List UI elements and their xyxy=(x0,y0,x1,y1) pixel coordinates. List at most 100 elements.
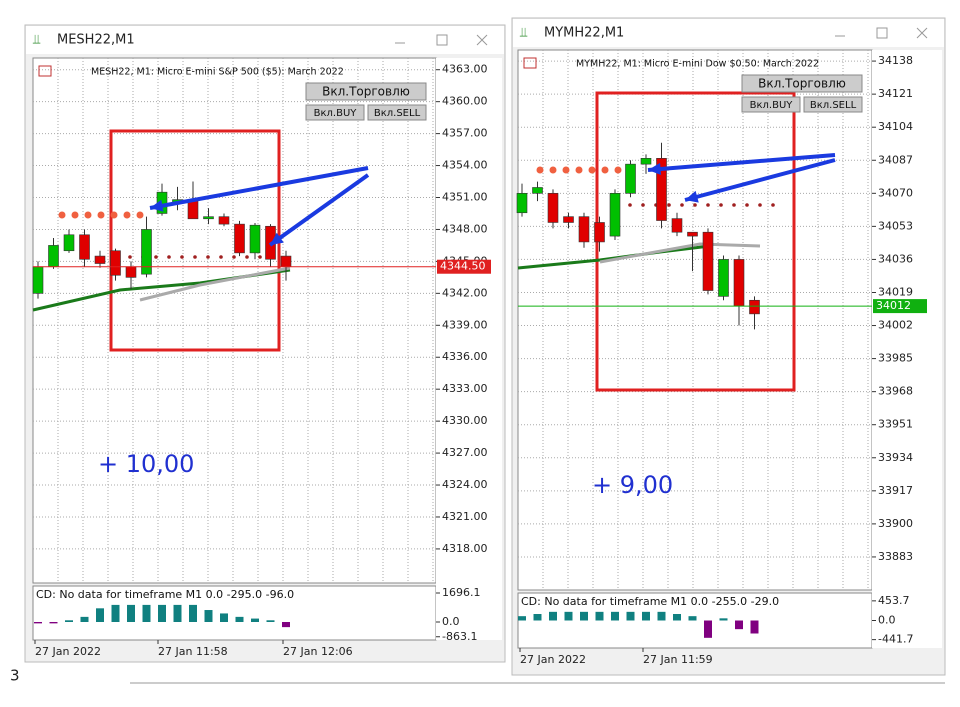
candle-body xyxy=(63,234,75,252)
y-tick-label: 33985 xyxy=(878,352,913,365)
level-dot xyxy=(232,255,236,259)
indicator-bar xyxy=(518,616,526,621)
indicator-bar xyxy=(220,613,228,622)
time-label: 27 Jan 2022 xyxy=(35,645,101,658)
level-dot xyxy=(667,203,671,207)
indicator-bar xyxy=(49,621,58,624)
y-tick-label: 4318.00 xyxy=(442,542,488,555)
plot-area xyxy=(32,57,437,584)
order-button[interactable] xyxy=(367,104,427,121)
y-tick-label: 33883 xyxy=(878,550,913,563)
y-tick-label: 4330.00 xyxy=(442,414,488,427)
trade-button[interactable] xyxy=(741,74,863,93)
candle-body xyxy=(141,229,152,275)
indicator-bar xyxy=(282,621,290,628)
time-label: 27 Jan 2022 xyxy=(520,653,586,666)
indicator-tick-label: 0.0 xyxy=(442,615,460,628)
level-dot xyxy=(536,166,544,174)
candle-body xyxy=(94,255,106,264)
y-tick-label: 34002 xyxy=(878,319,913,332)
level-dot xyxy=(84,211,92,219)
close-button[interactable] xyxy=(476,34,488,46)
y-tick-label: 4336.00 xyxy=(442,350,488,363)
level-dot xyxy=(628,203,632,207)
order-button[interactable] xyxy=(305,104,365,121)
level-dot xyxy=(58,211,66,219)
candle-body xyxy=(234,223,245,254)
candle-body xyxy=(203,216,214,220)
title-bar xyxy=(26,26,504,54)
y-tick-label: 33968 xyxy=(878,385,913,398)
indicator-bar xyxy=(266,620,275,622)
level-dot xyxy=(614,166,622,174)
indicator-bar xyxy=(719,618,728,621)
y-tick-label: 34036 xyxy=(878,252,913,265)
moving-average xyxy=(599,242,761,264)
indicator-bar xyxy=(204,610,213,622)
y-tick-label: 34087 xyxy=(878,153,913,166)
current-price-label: 4344.50 xyxy=(440,260,486,273)
window-icon: ⫫ xyxy=(520,26,527,41)
level-dot xyxy=(245,255,249,259)
y-tick-label: 34019 xyxy=(878,285,913,298)
level-dot xyxy=(719,203,723,207)
candle-body xyxy=(110,250,121,276)
level-dot xyxy=(745,203,749,207)
arrow xyxy=(647,153,836,172)
window-title: MESH22,M1 xyxy=(57,33,135,48)
indicator-bar xyxy=(158,604,166,622)
level-dot xyxy=(549,166,557,174)
plot-area xyxy=(517,49,873,591)
close-button[interactable] xyxy=(916,27,928,39)
level-dot xyxy=(136,211,144,219)
current-price-box xyxy=(437,259,491,274)
page-number: 3 xyxy=(10,667,20,685)
indicator-bar xyxy=(626,611,635,621)
order-button-label: Вкл.SELL xyxy=(374,108,421,119)
level-dot xyxy=(123,211,131,219)
trade-button[interactable] xyxy=(305,82,427,101)
label-icon xyxy=(38,65,52,77)
indicator-bar xyxy=(580,611,588,621)
y-tick-label: 4348.00 xyxy=(442,222,488,235)
arrow-head xyxy=(150,199,164,212)
indicator-tick-label: 453.7 xyxy=(878,594,910,607)
indicator-bar xyxy=(673,614,681,621)
candle-body xyxy=(625,163,636,194)
level-dot xyxy=(693,203,697,207)
maximize-button[interactable] xyxy=(876,27,888,39)
indicator-bar xyxy=(657,611,666,621)
title-bar xyxy=(513,19,944,47)
level-dot xyxy=(219,255,223,259)
level-dot xyxy=(706,203,710,207)
level-dot xyxy=(154,255,158,259)
candle-body xyxy=(671,218,683,233)
y-tick-label: 4351.00 xyxy=(442,191,488,204)
level-dot xyxy=(193,255,197,259)
arrow xyxy=(268,173,370,247)
profit-annotation: + 9,00 xyxy=(592,471,673,499)
indicator-bar xyxy=(564,611,573,621)
y-tick-label: 33900 xyxy=(878,517,913,530)
y-tick-label: 4354.00 xyxy=(442,159,488,172)
order-button[interactable] xyxy=(741,96,801,113)
level-dot xyxy=(771,203,775,207)
window-icon: ⫫ xyxy=(33,33,40,48)
level-dot xyxy=(180,255,184,259)
indicator-bar xyxy=(96,608,104,622)
maximize-button[interactable] xyxy=(436,34,448,46)
order-button[interactable] xyxy=(803,96,863,113)
time-label: 27 Jan 12:06 xyxy=(283,645,353,658)
indicator-tick-label: 1696.1 xyxy=(442,586,481,599)
candle-body xyxy=(563,216,574,223)
candle-body xyxy=(48,245,59,268)
level-dot xyxy=(601,166,609,174)
candle-body xyxy=(532,187,543,194)
indicator-bar xyxy=(704,620,712,638)
level-dot xyxy=(588,166,596,174)
chart-window: ⫫ MESH22,M1 4363.00 4360.00 4357.00 4354.00 43… xyxy=(24,24,506,663)
y-tick-label: 4342.00 xyxy=(442,286,488,299)
level-dot xyxy=(641,203,645,207)
time-label: 27 Jan 11:58 xyxy=(158,645,228,658)
indicator-bar xyxy=(127,604,135,622)
